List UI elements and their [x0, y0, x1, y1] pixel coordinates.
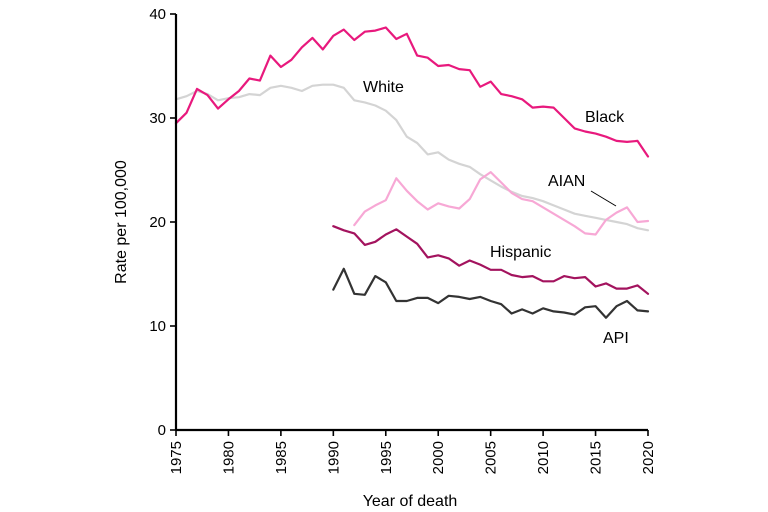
series-line-white: [174, 83, 650, 232]
y-tick-label-0: 0: [158, 422, 166, 439]
label-white: White: [363, 79, 404, 96]
y-tick-label-4: 40: [149, 6, 166, 23]
x-tick-label-7: 2010: [535, 441, 552, 474]
label-api: API: [603, 330, 629, 347]
label-aian: AIAN: [548, 173, 585, 190]
x-axis-title: Year of death: [363, 493, 458, 510]
y-tick-label-1: 10: [149, 318, 166, 335]
x-tick-label-1: 1980: [220, 441, 237, 474]
series-line-black: [174, 26, 650, 158]
label-hispanic: Hispanic: [490, 244, 551, 261]
x-tick-label-9: 2020: [640, 441, 657, 474]
series-line-hispanic: [332, 225, 650, 295]
label-black: Black: [585, 109, 625, 126]
x-tick-label-8: 2015: [588, 441, 605, 474]
x-tick-label-5: 2000: [430, 441, 447, 474]
series-layer: [174, 26, 650, 319]
x-tick-label-3: 1990: [325, 441, 342, 474]
x-tick-label-0: 1975: [168, 441, 185, 474]
series-line-aian: [353, 171, 650, 236]
y-tick-label-3: 30: [149, 110, 166, 127]
y-axis-title: Rate per 100,000: [113, 160, 130, 284]
series-line-api: [332, 267, 650, 319]
ticks-layer: 0 10 20 30 40 1975 1980 1985 1990 1995 2000 2005 201…: [149, 6, 657, 474]
x-tick-label-6: 2005: [483, 441, 500, 474]
x-tick-label-4: 1995: [378, 441, 395, 474]
x-tick-label-2: 1985: [273, 441, 290, 474]
aian-leader-line: [590, 190, 617, 207]
y-tick-label-2: 20: [149, 214, 166, 231]
